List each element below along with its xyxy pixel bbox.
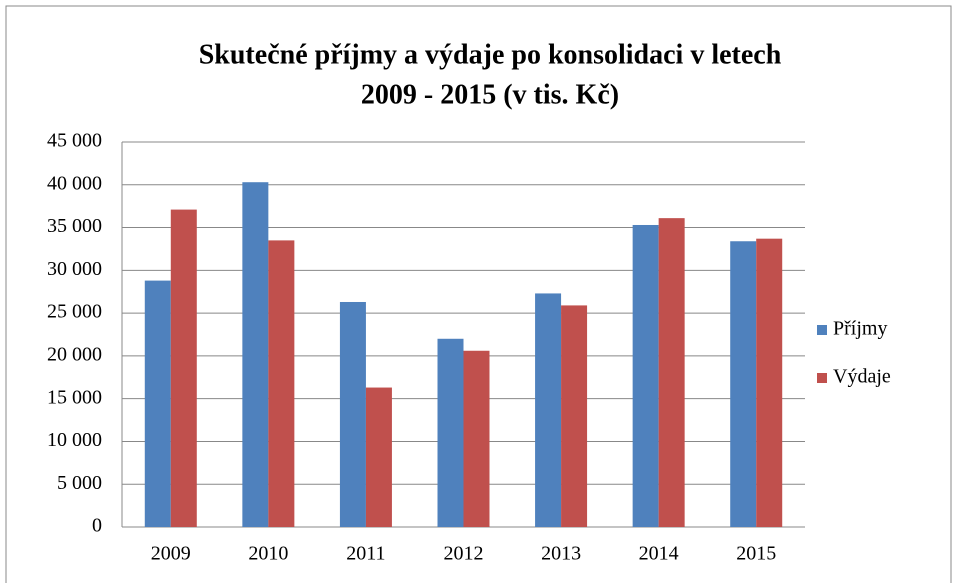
x-tick-label: 2010 [248,543,288,565]
x-tick-label: 2012 [444,543,484,565]
y-tick-label: 5 000 [57,472,102,494]
bar [730,241,757,527]
bar [144,280,171,527]
bar [561,305,588,527]
bar [437,338,464,527]
y-tick-label: 45 000 [47,130,102,152]
legend-label: Výdaje [833,366,891,388]
bar [268,240,295,527]
legend-swatch [817,373,827,383]
y-tick-label: 20 000 [47,343,102,365]
y-tick-label: 15 000 [47,386,102,408]
chart-title: 2009 - 2015 (v tis. Kč) [361,79,619,110]
x-tick-label: 2009 [151,543,191,565]
x-tick-label: 2013 [541,543,581,565]
bar [463,350,490,527]
legend-swatch [817,325,827,335]
legend-label: Příjmy [833,318,887,340]
bar [756,238,783,527]
y-tick-label: 40 000 [47,172,102,194]
bar [339,301,366,527]
bar [535,293,562,527]
bar [632,224,659,527]
bar [365,387,392,527]
bar [658,218,685,527]
x-tick-label: 2014 [639,543,679,565]
chart-title: Skutečné příjmy a výdaje po konsolidaci … [199,39,782,70]
y-tick-label: 30 000 [47,258,102,280]
y-tick-label: 35 000 [47,215,102,237]
y-tick-label: 25 000 [47,301,102,323]
y-tick-label: 10 000 [47,429,102,451]
x-tick-label: 2015 [736,543,776,565]
y-tick-label: 0 [92,515,102,537]
bar [170,209,197,528]
bar [242,182,269,527]
x-tick-label: 2011 [346,543,385,565]
